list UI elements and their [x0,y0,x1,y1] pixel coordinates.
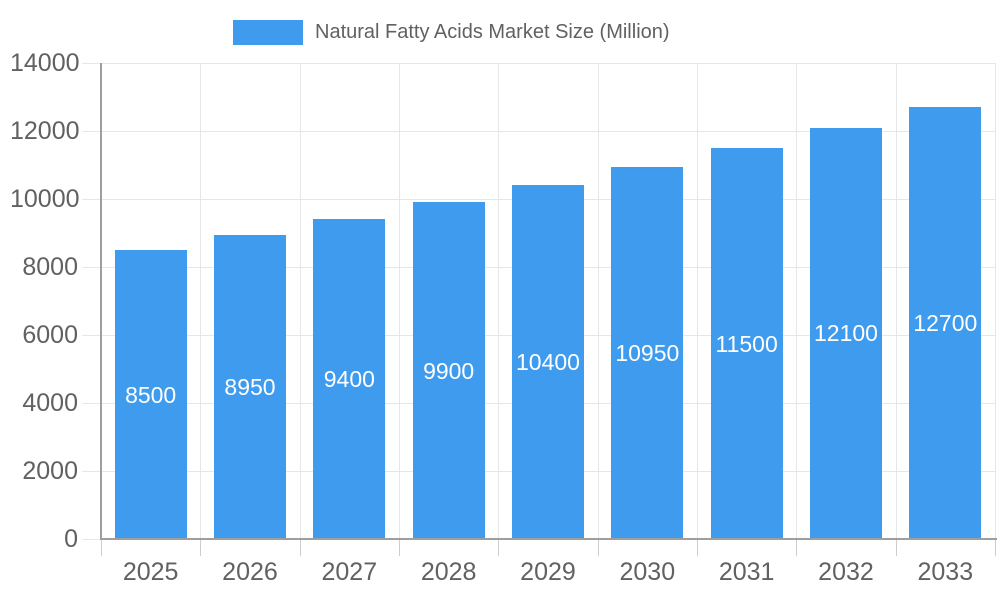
bar-value-label: 9400 [323,366,375,393]
x-gridline [597,63,599,539]
bar-2033: 12700 [909,107,982,539]
x-axis-tick [498,539,500,556]
legend-series-label: Natural Fatty Acids Market Size (Million… [315,21,670,43]
y-axis-tick [82,335,101,336]
x-axis-tick [299,539,301,556]
bar-2031: 11500 [710,148,783,539]
x-gridline [200,63,202,539]
bar-value-label: 12700 [913,310,978,337]
x-axis-label-2027: 2027 [321,558,378,586]
bar-2032: 12100 [810,127,882,539]
y-axis-tick-label: 2000 [22,457,78,485]
y-axis-tick [82,199,101,200]
bar-2026: 8950 [214,234,286,539]
bar-value-label: 10400 [516,349,580,376]
x-axis-label-2026: 2026 [222,558,278,586]
bar-value-label: 8500 [125,381,177,408]
y-axis-tick [82,403,101,404]
y-axis-line [100,63,102,540]
x-axis-label-2030: 2030 [619,558,676,586]
x-gridline [498,63,500,539]
legend-color-swatch [233,20,303,45]
bar-value-label: 10950 [615,339,680,366]
y-axis-tick-label: 0 [64,525,78,553]
x-axis-tick [597,539,599,556]
chart-legend: Natural Fatty Acids Market Size (Million… [233,20,670,45]
y-axis-tick-label: 4000 [22,389,78,417]
bar-value-label: 8950 [224,373,276,400]
bar-2029: 10400 [512,185,584,539]
x-axis-tick [399,539,400,556]
bar-value-label: 9900 [423,357,475,384]
bar-2025: 8500 [114,250,187,539]
y-axis-tick [82,539,101,540]
x-axis-tick [697,539,698,556]
x-axis-label-2033: 2033 [917,558,974,586]
y-axis-tick [82,63,101,64]
y-axis-tick-label: 14000 [10,49,80,77]
bar-2027: 9400 [313,219,386,539]
bar-2028: 9900 [412,202,485,539]
y-axis-tick [82,471,101,472]
bar-2030: 10950 [611,166,684,539]
x-gridline [697,63,698,539]
x-gridline [299,63,301,539]
y-axis-tick-label: 8000 [22,253,78,281]
y-axis-tick [82,131,101,132]
x-axis-label-2025: 2025 [122,558,179,586]
bar-value-label: 11500 [715,330,778,357]
x-axis-tick [895,539,897,556]
y-axis-tick-label: 6000 [22,321,78,349]
x-gridline [995,63,996,539]
x-axis-label-2028: 2028 [420,558,477,586]
y-axis-tick-label: 12000 [10,117,80,145]
x-axis-label-2029: 2029 [520,558,576,586]
x-axis-tick [995,539,996,556]
x-axis-label-2031: 2031 [718,558,775,586]
x-axis-tick [200,539,202,556]
x-axis-tick [796,539,798,556]
bar-value-label: 12100 [814,320,878,347]
x-gridline [796,63,798,539]
y-axis-tick [82,267,101,268]
x-axis-tick [101,539,102,556]
x-gridline [399,63,400,539]
x-axis-label-2032: 2032 [818,558,874,586]
x-gridline [895,63,897,539]
y-gridline [101,63,995,64]
x-axis-line [100,538,997,540]
y-gridline [101,131,995,132]
y-axis-tick-label: 10000 [10,185,80,213]
